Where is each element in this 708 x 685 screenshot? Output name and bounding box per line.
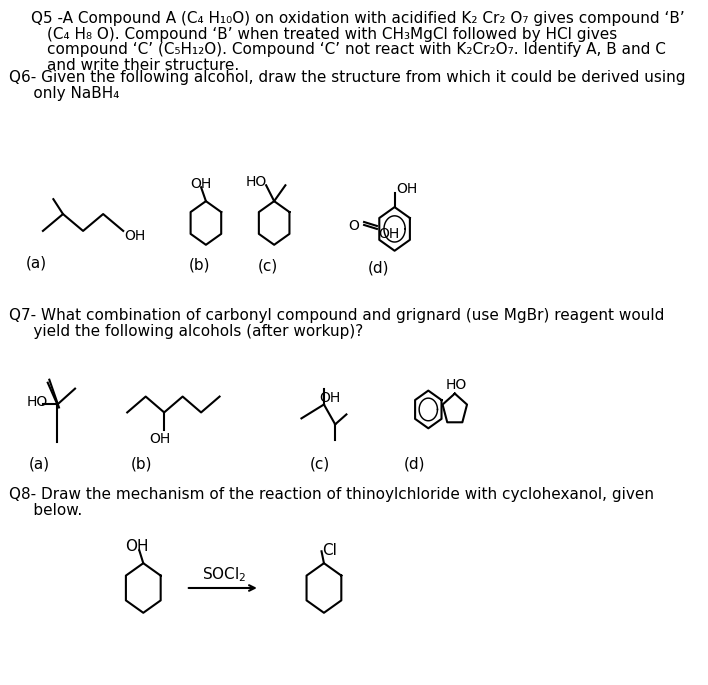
Text: OH: OH [396,182,418,196]
Text: (a): (a) [28,456,50,471]
Text: Q8- Draw the mechanism of the reaction of thinoylchloride with cyclohexanol, giv: Q8- Draw the mechanism of the reaction o… [9,487,654,502]
Text: (b): (b) [189,258,210,273]
Text: HO: HO [27,395,48,408]
Text: compound ‘C’ (C₅H₁₂O). Compound ‘C’ not react with K₂Cr₂O₇. Identify A, B and C: compound ‘C’ (C₅H₁₂O). Compound ‘C’ not … [47,42,666,58]
Text: OH: OH [319,390,341,405]
Text: HO: HO [445,377,467,392]
Text: Q7- What combination of carbonyl compound and grignard (use MgBr) reagent would: Q7- What combination of carbonyl compoun… [9,308,665,323]
Text: yield the following alcohols (after workup)?: yield the following alcohols (after work… [9,324,363,339]
Text: Q6- Given the following alcohol, draw the structure from which it could be deriv: Q6- Given the following alcohol, draw th… [9,71,686,85]
Text: SOCl$_2$: SOCl$_2$ [202,565,246,584]
Text: (b): (b) [131,456,153,471]
Text: (c): (c) [309,456,330,471]
Text: (C₄ H₈ O). Compound ‘B’ when treated with CH₃MgCl followed by HCl gives: (C₄ H₈ O). Compound ‘B’ when treated wit… [47,27,617,42]
Text: OH: OH [379,227,400,241]
Text: OH: OH [125,539,149,554]
Text: below.: below. [9,503,82,518]
Text: (d): (d) [368,261,389,275]
Text: Cl: Cl [322,543,337,558]
Text: OH: OH [190,177,211,191]
Text: (d): (d) [404,456,426,471]
Text: and write their structure.: and write their structure. [47,58,239,73]
Text: O: O [348,219,359,233]
Text: HO: HO [245,175,266,189]
Text: OH: OH [149,432,171,446]
Text: OH: OH [124,229,145,243]
Text: (c): (c) [258,259,278,274]
Text: (a): (a) [25,256,47,271]
Text: only NaBH₄: only NaBH₄ [9,86,120,101]
Text: Q5 -A Compound A (C₄ H₁₀O) on oxidation with acidified K₂ Cr₂ O₇ gives compound : Q5 -A Compound A (C₄ H₁₀O) on oxidation … [31,11,685,26]
